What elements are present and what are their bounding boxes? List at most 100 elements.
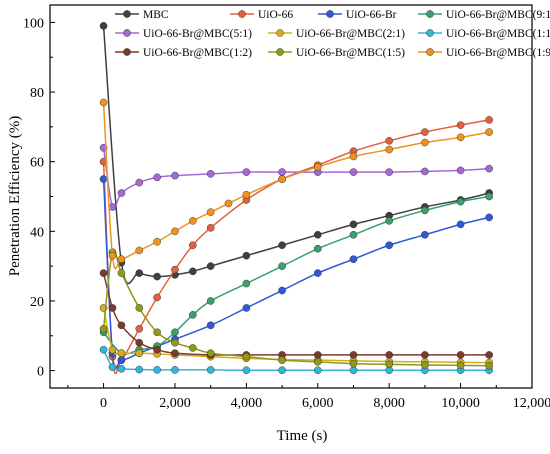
data-point	[206, 170, 215, 178]
data-point	[189, 311, 197, 319]
data-point	[278, 175, 286, 183]
axis-ticks: 0 2,000 4,000 6,000 8,000 10,000 12,000 0 20 40 60…	[23, 16, 550, 411]
data-point	[117, 255, 126, 263]
data-point	[206, 297, 215, 305]
legend-label: UiO-66	[258, 9, 293, 21]
data-point	[171, 227, 179, 236]
data-point	[456, 133, 465, 142]
data-point	[485, 164, 493, 173]
data-point	[135, 325, 144, 333]
data-point	[278, 286, 286, 295]
data-point	[421, 351, 429, 359]
data-point	[171, 328, 179, 337]
y-tick-label: 60	[30, 156, 44, 171]
data-point	[108, 304, 117, 312]
legend-label: MBC	[143, 9, 169, 21]
data-point	[189, 217, 197, 225]
data-point	[313, 366, 322, 375]
legend-item: UiO-66-Br@MBC(1:1)	[418, 28, 550, 40]
data-point	[313, 244, 322, 253]
legend-item: UiO-66-Br@MBC(9:1)	[418, 9, 550, 21]
data-point	[153, 345, 161, 354]
data-point	[171, 171, 179, 180]
data-point	[189, 267, 197, 276]
data-point	[108, 345, 117, 354]
data-point	[206, 224, 215, 232]
x-tick-label: 10,000	[441, 396, 480, 411]
data-point	[135, 365, 144, 374]
data-point	[349, 152, 358, 161]
data-point	[421, 230, 429, 239]
data-point	[242, 352, 251, 361]
legend-item: UiO-66-Br@MBC(1:9)	[418, 47, 550, 59]
legend-item: UiO-66-Br@MBC(1:2)	[115, 47, 252, 59]
data-point	[117, 349, 126, 357]
data-point	[485, 361, 493, 370]
y-tick-label: 80	[30, 86, 44, 101]
data-point	[99, 269, 108, 277]
y-axis-title: Penetration Efficiency (%)	[7, 116, 23, 277]
legend-swatch-marker	[276, 48, 284, 56]
data-point	[108, 251, 117, 260]
data-point	[485, 128, 493, 136]
series-10	[99, 98, 493, 270]
legend-label: UiO-66-Br@MBC(1:5)	[296, 47, 405, 59]
series-group	[99, 22, 493, 375]
x-tick-label: 0	[100, 396, 107, 411]
data-point	[171, 338, 179, 347]
data-point	[313, 358, 322, 366]
data-point	[456, 361, 465, 370]
data-point	[485, 351, 493, 359]
data-point	[117, 356, 126, 364]
data-point	[153, 272, 161, 281]
legend: MBC UiO-66 UiO-66-Br UiO-66-Br@MBC(9:1) UiO-…	[115, 9, 550, 59]
data-point	[99, 98, 108, 107]
data-point	[313, 269, 322, 277]
data-point	[189, 241, 197, 250]
data-point	[349, 255, 358, 263]
data-point	[153, 328, 161, 337]
x-tick-label: 4,000	[231, 396, 263, 411]
data-point	[108, 363, 117, 371]
data-point	[456, 351, 465, 359]
y-tick-label: 40	[30, 225, 44, 240]
legend-item: UiO-66	[230, 9, 293, 21]
legend-item: UiO-66-Br@MBC(5:1)	[115, 28, 252, 40]
y-tick-label: 20	[30, 295, 44, 310]
data-point	[485, 213, 493, 222]
legend-swatch-marker	[123, 48, 131, 56]
legend-swatch-marker	[238, 10, 246, 18]
data-point	[421, 138, 429, 147]
data-point	[385, 360, 393, 369]
legend-swatch-marker	[426, 48, 434, 56]
data-point	[421, 128, 429, 136]
y-tick-label: 0	[37, 365, 44, 380]
data-point	[206, 321, 215, 330]
data-point	[349, 366, 358, 375]
legend-label: UiO-66-Br	[346, 9, 397, 21]
data-point	[99, 22, 108, 30]
data-point	[421, 361, 429, 369]
series-line	[102, 195, 490, 355]
legend-swatch-marker	[276, 29, 284, 37]
series-line	[102, 249, 490, 367]
data-point	[349, 220, 358, 229]
data-point	[99, 325, 108, 333]
data-point	[135, 338, 144, 347]
series-5	[99, 143, 493, 211]
legend-label: UiO-66-Br@MBC(5:1)	[143, 28, 252, 40]
data-point	[313, 163, 322, 171]
data-point	[206, 208, 215, 216]
data-point	[135, 246, 144, 255]
data-point	[385, 351, 393, 359]
x-tick-label: 2,000	[159, 396, 191, 411]
legend-swatch-marker	[123, 29, 131, 37]
data-point	[278, 262, 286, 270]
data-point	[135, 269, 144, 277]
series-line	[102, 25, 490, 285]
data-point	[349, 359, 358, 368]
x-tick-label: 12,000	[513, 396, 550, 411]
data-point	[242, 366, 251, 375]
legend-item: UiO-66-Br@MBC(1:5)	[268, 47, 405, 59]
data-point	[385, 241, 393, 250]
